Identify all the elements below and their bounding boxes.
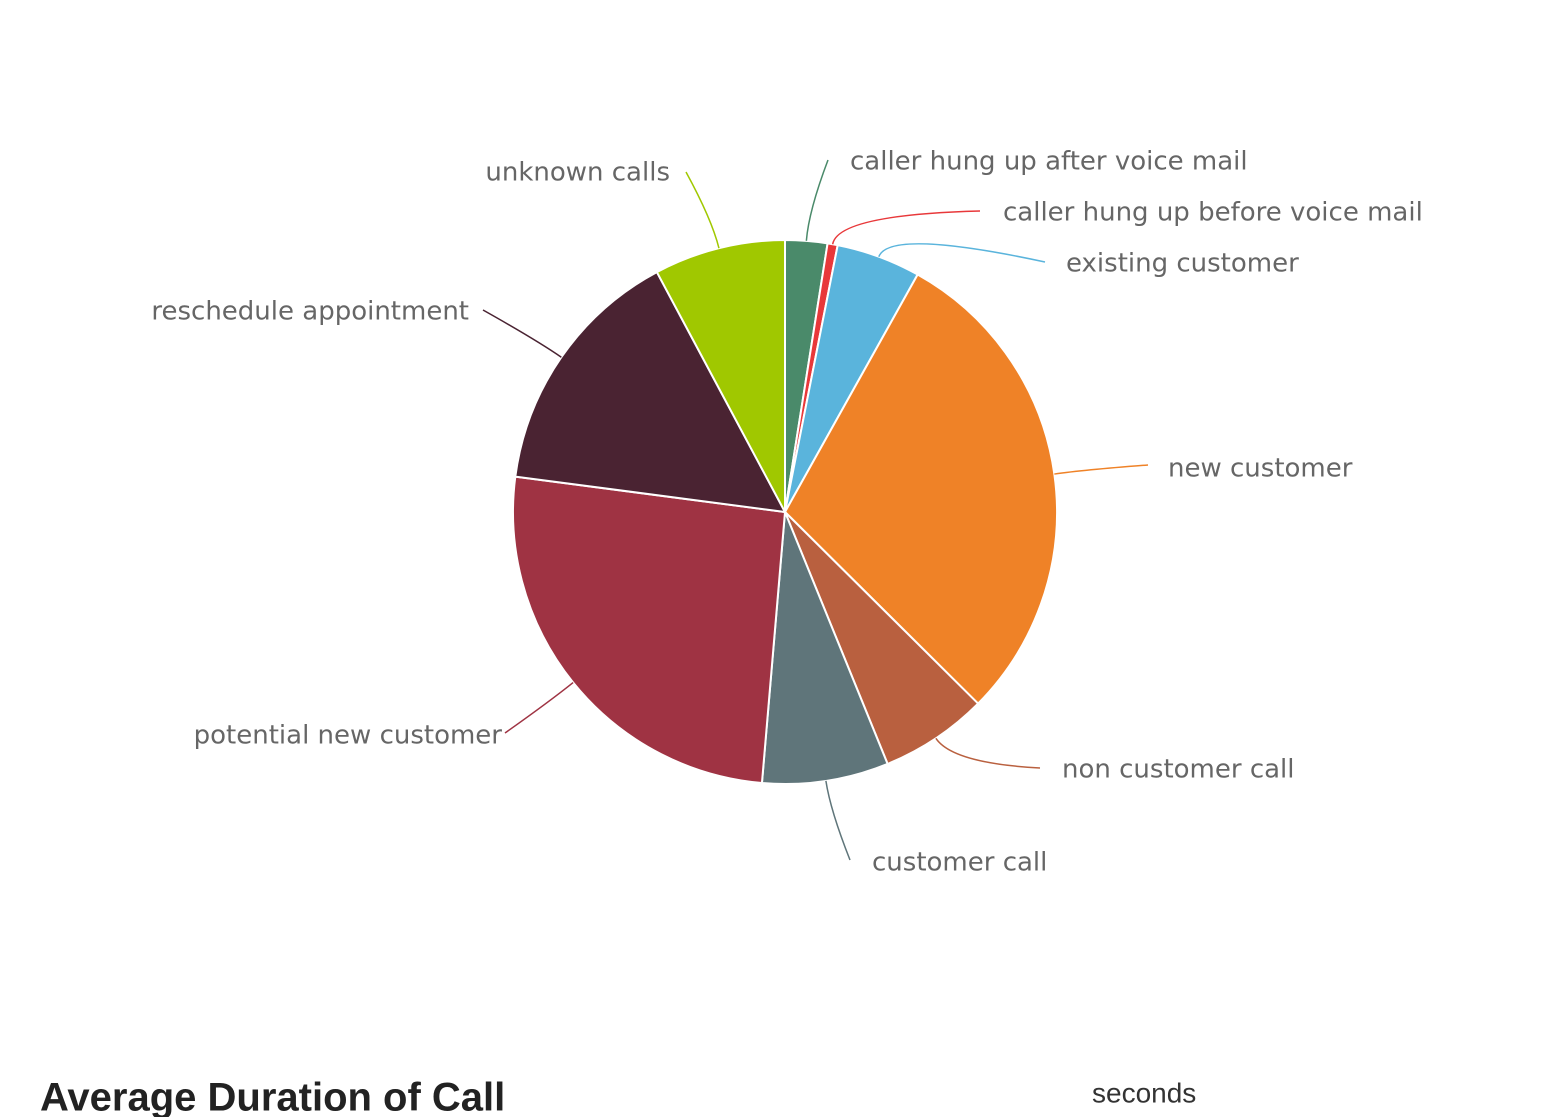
slice-label: non customer call — [1062, 755, 1295, 785]
label-connector — [504, 681, 574, 734]
slice-label: unknown calls — [485, 158, 670, 188]
label-connector — [482, 309, 562, 358]
section-heading: Average Duration of Call — [40, 1076, 505, 1117]
label-connector — [805, 159, 829, 241]
label-connector — [685, 171, 720, 249]
unit-label: seconds — [1092, 1077, 1196, 1108]
label-connector — [878, 243, 1046, 263]
slice-label: caller hung up before voice mail — [1003, 198, 1423, 228]
slice-label: new customer — [1168, 454, 1353, 484]
slice-label: customer call — [872, 848, 1047, 878]
label-connector — [935, 737, 1041, 769]
pie-slice — [514, 270, 787, 514]
slice-label: caller hung up after voice mail — [850, 147, 1248, 177]
slice-label: reschedule appointment — [151, 297, 469, 327]
pie-slice — [783, 273, 1058, 705]
slice-label: potential new customer — [194, 721, 503, 751]
label-connector — [825, 780, 851, 861]
slice-label: existing customer — [1066, 249, 1299, 279]
label-connector — [831, 210, 981, 245]
pie-slice — [512, 475, 787, 785]
label-connector — [1054, 464, 1149, 475]
pie-slice — [655, 238, 786, 513]
